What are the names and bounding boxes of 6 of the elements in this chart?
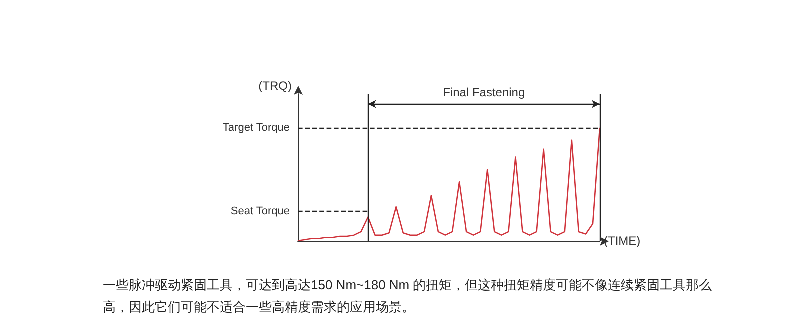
ref-line-label: Target Torque xyxy=(222,122,290,134)
x-axis-title: (TIME) xyxy=(604,234,641,248)
text: Final Fastening xyxy=(443,85,526,100)
y-axis-title: (TRQ) xyxy=(258,79,292,93)
text: 一些脉冲驱动紧固工具，可达到高达150 Nm~180 Nm 的扭矩，但这种扭矩精度可能不像连续紧固工具那么高，因此它们可能不适合一些高精度需求的应用场景。 xyxy=(103,278,712,314)
ref-line-label: Seat Torque xyxy=(230,206,290,218)
